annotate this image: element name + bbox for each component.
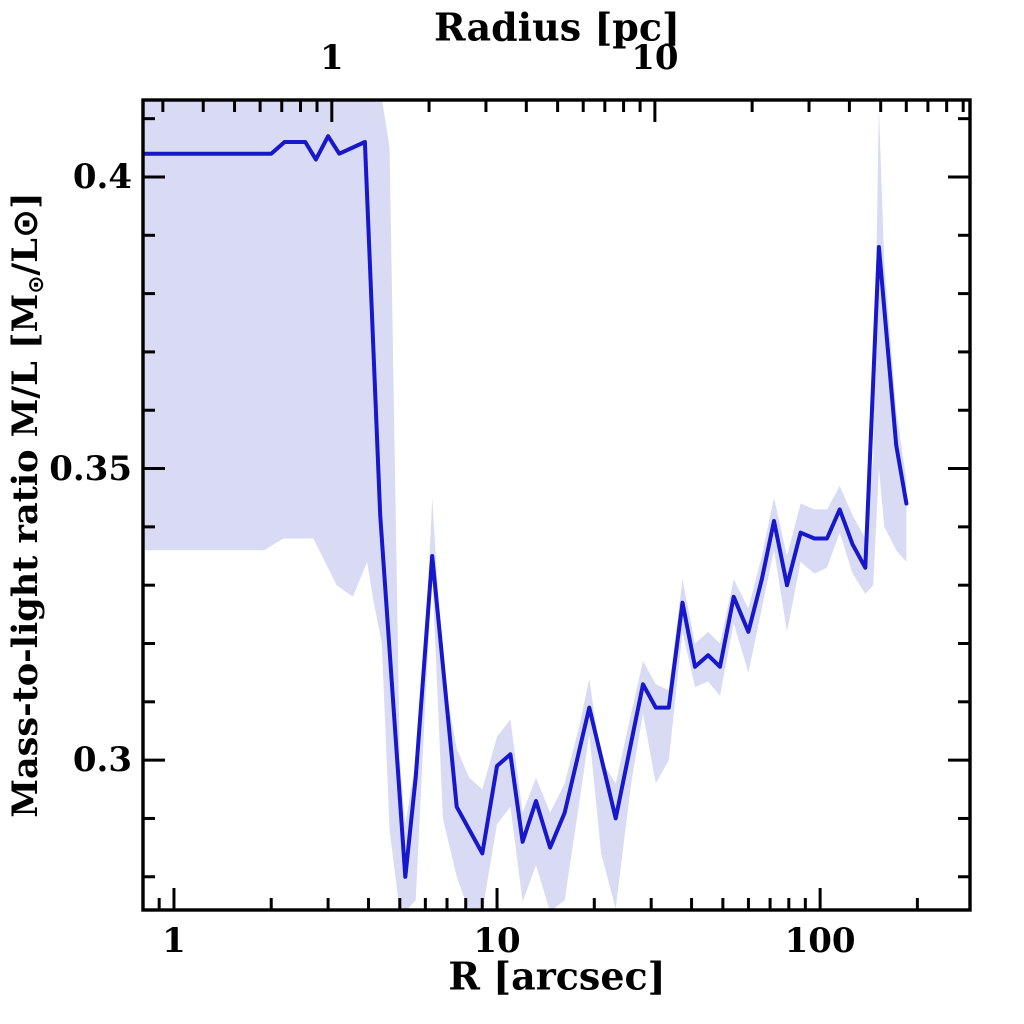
x-axis-title: R [arcsec] bbox=[448, 953, 666, 999]
top-axis-title: Radius [pc] bbox=[434, 4, 680, 50]
y-axis-title-text3: ] bbox=[4, 192, 46, 209]
y-tick-label: 0.4 bbox=[72, 156, 132, 197]
uncertainty-band bbox=[143, 100, 907, 910]
top-tick-label: 1 bbox=[319, 38, 344, 78]
sun-symbol: ⊙ bbox=[5, 208, 46, 239]
x-tick-label: 100 bbox=[784, 921, 856, 961]
y-axis-title: Mass-to-light ratio M/L [M⊙/L⊙] bbox=[5, 192, 49, 817]
sun-symbol-subscript: ⊙ bbox=[24, 275, 50, 294]
y-axis-title-text2: /L bbox=[4, 238, 46, 276]
x-tick-label: 1 bbox=[162, 921, 186, 961]
x-tick-label: 10 bbox=[473, 921, 521, 961]
y-tick-label: 0.35 bbox=[49, 448, 132, 489]
ml-profile-line bbox=[143, 134, 909, 879]
y-tick-label: 0.3 bbox=[72, 740, 132, 781]
top-tick-label: 10 bbox=[631, 38, 679, 78]
y-axis-title-text: Mass-to-light ratio M/L [M bbox=[4, 293, 46, 818]
